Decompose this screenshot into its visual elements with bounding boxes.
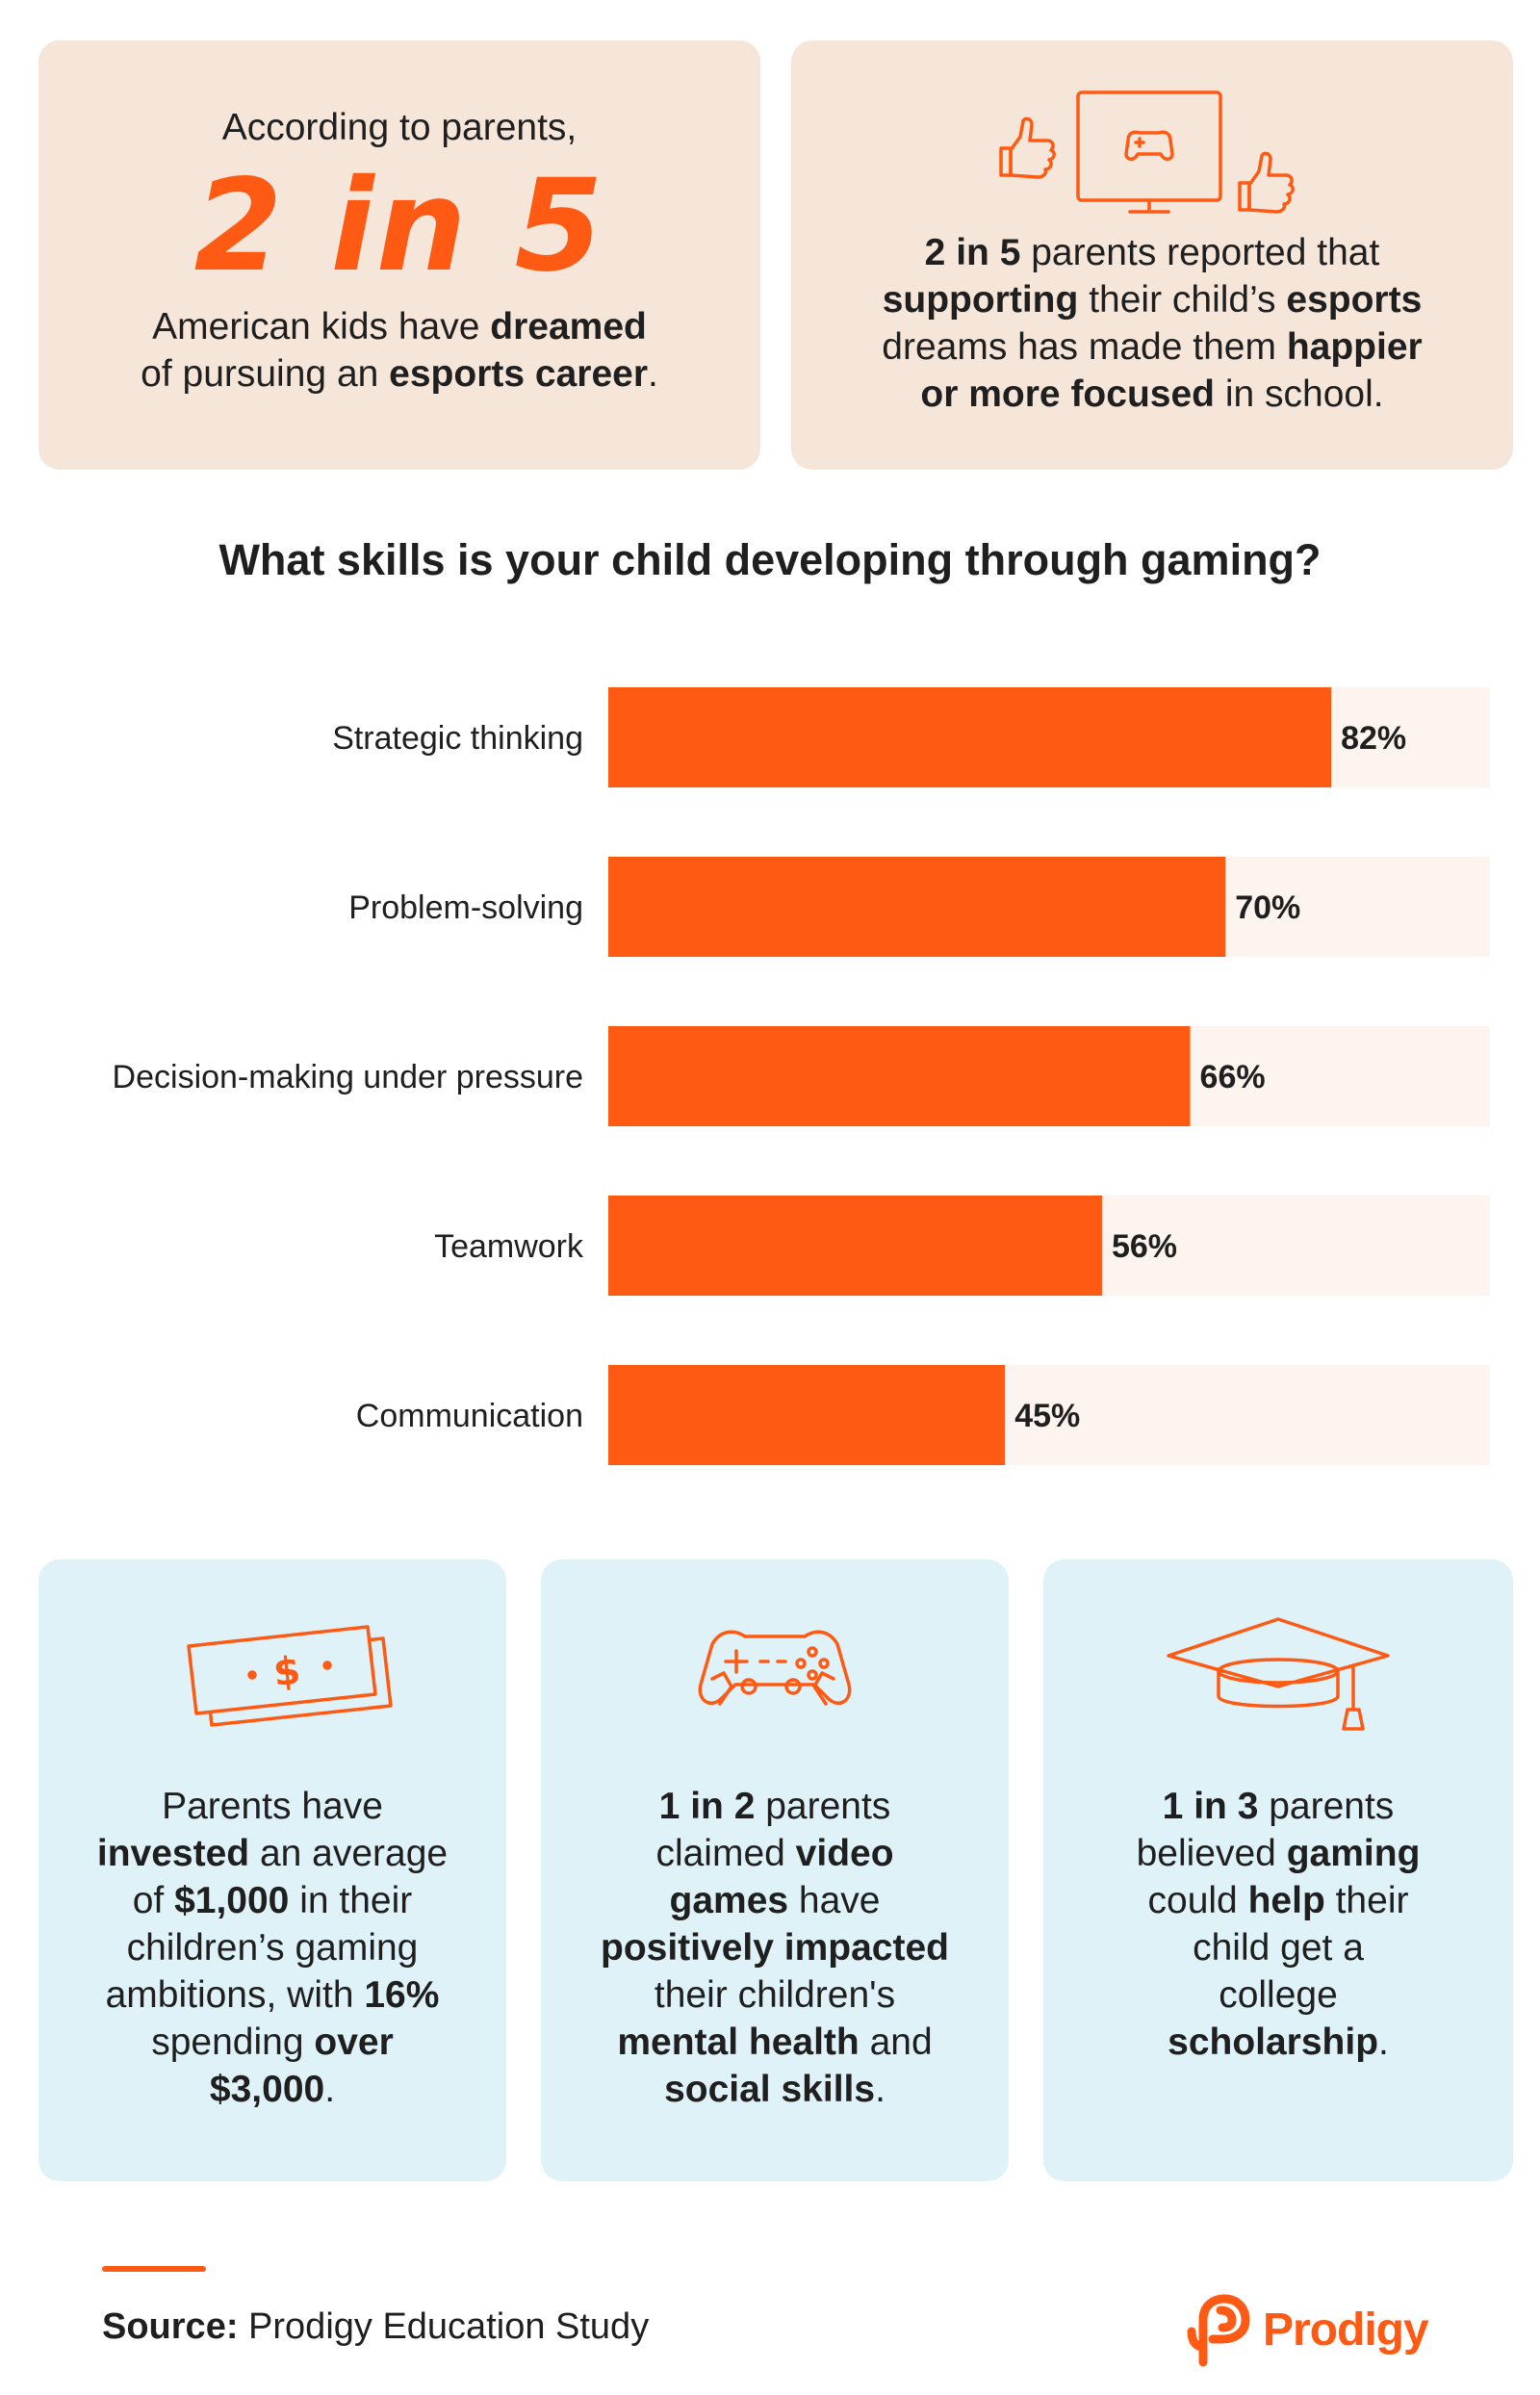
- card-body-line: 1 in 2 parents: [658, 1786, 891, 1827]
- card-body-line: mental health and: [617, 2022, 933, 2063]
- card-body-line: $3,000.: [209, 2069, 336, 2110]
- monitor-gamepad-icon: [1076, 90, 1222, 214]
- bar: [608, 687, 1332, 787]
- value-label: 66%: [1200, 1059, 1266, 1095]
- bar: [608, 857, 1226, 957]
- value-label: 70%: [1235, 889, 1300, 926]
- card-body-line: games have: [669, 1880, 881, 1921]
- card-body-line: American kids have dreamed: [152, 306, 647, 348]
- chart-title: What skills is your child developing thr…: [218, 535, 1322, 584]
- category-label: Communication: [356, 1398, 583, 1434]
- big-stat: 2 in 5: [193, 152, 605, 300]
- svg-text:$: $: [271, 1649, 302, 1696]
- card-body-line: 2 in 5 parents reported that: [924, 232, 1380, 273]
- card-body-line: supporting their child’s esports: [882, 279, 1423, 321]
- stat-card-esports-support: 2 in 5 parents reported that supporting …: [791, 40, 1513, 470]
- skills-bar-chart: Strategic thinking 82% Problem-solving 70% D…: [113, 687, 1490, 1465]
- card-body-line: children’s gaming: [126, 1927, 419, 1969]
- card-illustration: [999, 90, 1295, 214]
- value-label: 45%: [1014, 1398, 1080, 1434]
- footer-accent-line: [102, 2266, 206, 2272]
- bar: [608, 1026, 1191, 1126]
- stat-card-wellbeing: 1 in 2 parents claimed video games have pos…: [541, 1559, 1009, 2181]
- card-body-line: or more focused in school.: [920, 373, 1384, 415]
- stat-card-scholarship: 1 in 3 parents believed gaming could help …: [1043, 1559, 1513, 2181]
- thumbs-up-icon: [999, 116, 1056, 179]
- card-body-line: Parents have: [162, 1786, 383, 1827]
- thumbs-up-icon: [1238, 151, 1295, 214]
- card-body-line: believed gaming: [1136, 1833, 1421, 1874]
- game-controller-icon: [698, 1630, 852, 1706]
- logo-wordmark: Prodigy: [1263, 2304, 1429, 2356]
- card-body-line: social skills.: [664, 2069, 886, 2110]
- card-body-line: could help their: [1147, 1880, 1409, 1921]
- money-bill-icon: $: [187, 1625, 393, 1727]
- card-body-line: child get a: [1193, 1927, 1364, 1969]
- category-label: Problem-solving: [348, 889, 583, 926]
- card-body-line: invested an average: [96, 1833, 449, 1874]
- category-label: Strategic thinking: [332, 720, 583, 757]
- category-label: Teamwork: [434, 1228, 584, 1265]
- stat-card-esports-dream: According to parents, 2 in 5 American ki…: [38, 40, 760, 470]
- value-label: 56%: [1112, 1228, 1177, 1265]
- bar: [608, 1196, 1102, 1296]
- prodigy-logo: Prodigy: [1186, 2293, 1429, 2367]
- card-body-line: claimed video: [655, 1833, 894, 1874]
- card-body-line: ambitions, with 16%: [105, 1974, 440, 2016]
- card-body-line: college: [1219, 1974, 1338, 2016]
- card-body-line: scholarship.: [1168, 2022, 1389, 2063]
- bar: [608, 1365, 1006, 1465]
- card-body-line: 1 in 3 parents: [1162, 1786, 1395, 1827]
- card-body-line: of pursuing an esports career.: [141, 353, 658, 395]
- prodigy-logo-icon: [1187, 2294, 1250, 2367]
- stat-card-investment: $ Parents have invested an average of $1,0…: [38, 1559, 506, 2181]
- card-body-line: their children's: [654, 1974, 896, 2016]
- card-intro-text: According to parents,: [221, 107, 578, 148]
- card-body-line: of $1,000 in their: [132, 1880, 413, 1921]
- card-body-line: dreams has made them happier: [882, 326, 1423, 368]
- source-credit: Source: Prodigy Education Study: [102, 2306, 650, 2347]
- category-label: Decision-making under pressure: [113, 1059, 583, 1095]
- graduation-cap-icon: [1167, 1617, 1390, 1731]
- value-label: 82%: [1341, 720, 1406, 757]
- card-body-line: spending over: [151, 2022, 394, 2063]
- card-body-line: positively impacted: [601, 1927, 949, 1969]
